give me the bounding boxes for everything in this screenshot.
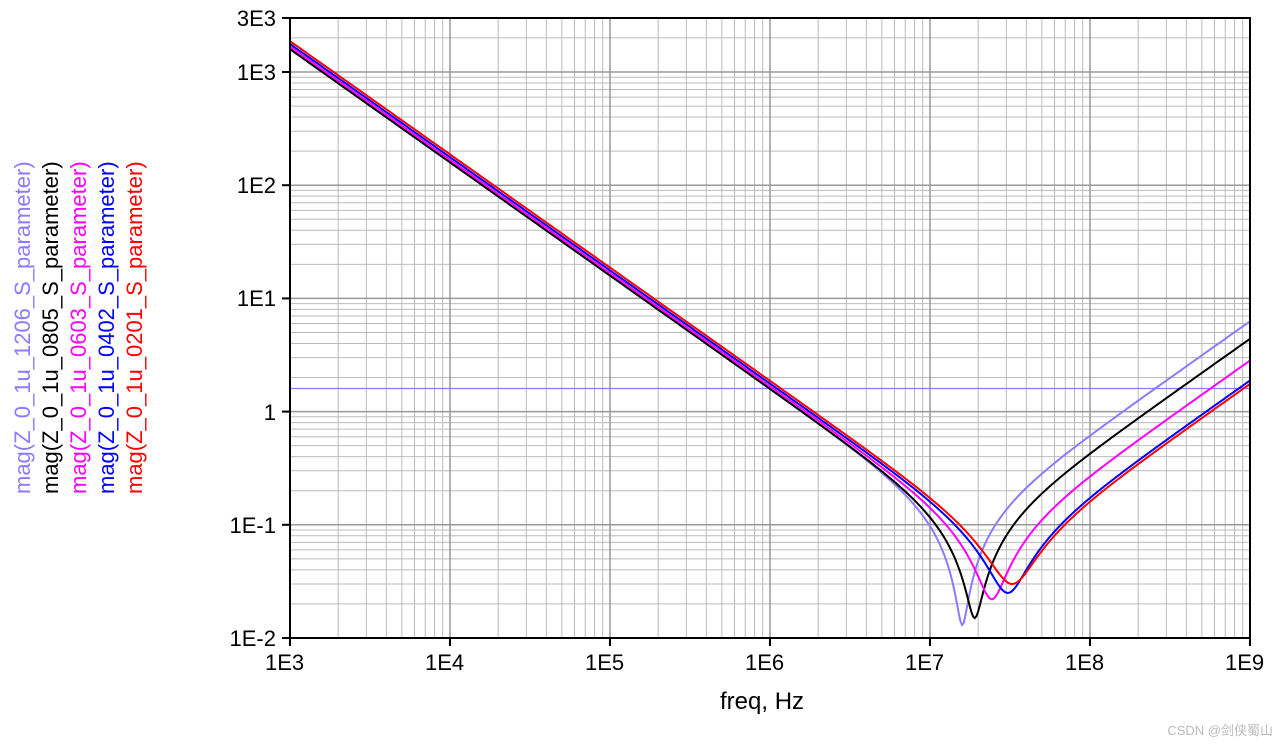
chart-container: mag(Z_0_1u_1206_S_parameter)mag(Z_0_1u_0… <box>0 0 1288 749</box>
x-axis-label: freq, Hz <box>720 688 804 716</box>
y-tick-label: 1E-2 <box>230 626 276 652</box>
y-tick-label: 1E3 <box>237 60 276 86</box>
y-tick-label: 3E3 <box>237 6 276 32</box>
impedance-plot <box>0 0 1288 749</box>
x-tick-label: 1E7 <box>905 650 944 676</box>
x-tick-label: 1E4 <box>425 650 464 676</box>
x-tick-label: 1E3 <box>265 650 304 676</box>
y-tick-label: 1E-1 <box>230 513 276 539</box>
x-tick-label: 1E9 <box>1225 650 1264 676</box>
y-tick-label: 1E2 <box>237 173 276 199</box>
y-tick-label: 1 <box>264 400 276 426</box>
x-tick-label: 1E8 <box>1065 650 1104 676</box>
y-tick-label: 1E1 <box>237 286 276 312</box>
x-tick-label: 1E6 <box>745 650 784 676</box>
x-tick-label: 1E5 <box>585 650 624 676</box>
watermark: CSDN @剑侠蜀山 <box>1167 720 1273 739</box>
